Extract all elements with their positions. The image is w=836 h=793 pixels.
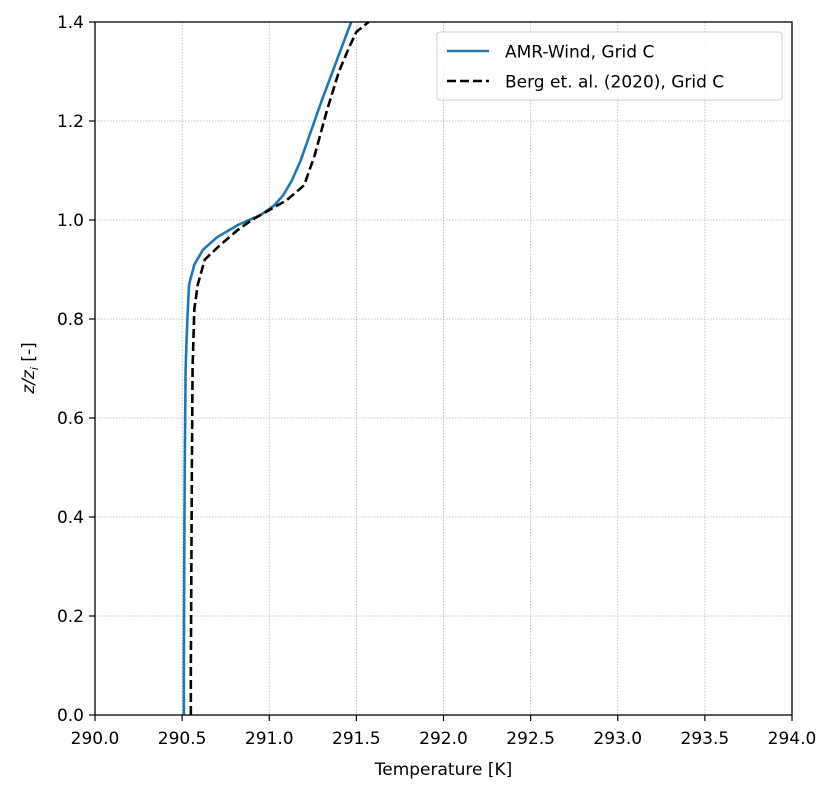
y-axis-title: z/zi [-] [19,342,41,394]
y-tick-label: 1.4 [57,13,84,33]
y-tick-label: 1.0 [57,211,84,231]
y-tick-label: 0.8 [57,310,84,330]
series-line-amr-wind [182,21,353,715]
y-ticks: 0.0 0.2 0.4 0.6 0.8 1.0 1.2 1.4 [57,13,95,726]
y-axis-title-unit: [-] [19,342,39,367]
legend: AMR-Wind, Grid C Berg et. al. (2020), Gr… [436,31,783,101]
y-tick-label: 0.2 [57,607,84,627]
x-tick-label: 293.0 [593,729,642,749]
y-axis-title-subscript: i [28,367,41,370]
grid-layer [94,21,793,716]
x-tick-label: 291.0 [245,729,294,749]
y-tick-label: 0.6 [57,409,84,429]
legend-label-amr-wind: AMR-Wind, Grid C [505,43,654,63]
x-tick-label: 290.5 [158,729,207,749]
x-tick-label: 290.0 [71,729,120,749]
legend-label-berg: Berg et. al. (2020), Grid C [505,73,724,93]
legend-box [436,31,783,101]
series-layer [182,20,370,715]
x-tick-label: 293.5 [681,729,730,749]
y-tick-label: 0.4 [57,508,84,528]
x-tick-label: 292.5 [506,729,555,749]
x-tick-label: 292.0 [419,729,468,749]
y-tick-label: 0.0 [57,706,84,726]
x-axis-title: Temperature [K] [374,760,513,780]
y-tick-label: 1.2 [57,112,84,132]
x-tick-label: 294.0 [768,729,817,749]
x-ticks: 290.0 290.5 291.0 291.5 292.0 292.5 293.0 293.5… [71,715,817,749]
series-line-berg [189,20,370,715]
y-axis-title-main: z/z [19,369,39,395]
x-tick-label: 291.5 [332,729,381,749]
